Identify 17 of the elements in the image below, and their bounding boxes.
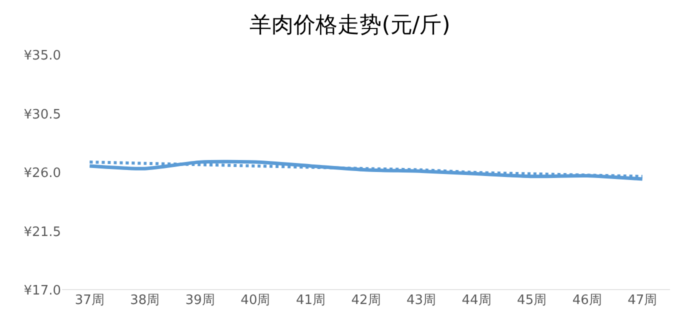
x-tick-label: 44周: [462, 293, 492, 308]
x-tick-label: 39周: [185, 293, 215, 308]
x-tick-label: 47周: [628, 293, 658, 308]
x-tick-label: 41周: [296, 293, 326, 308]
x-tick-label: 43周: [406, 293, 436, 308]
x-tick-label: 46周: [572, 293, 602, 308]
y-tick-label: ¥35.0: [24, 48, 61, 64]
x-tick-label: 38周: [130, 293, 160, 308]
y-tick-label: ¥30.5: [24, 107, 61, 122]
chart-title: 羊肉价格走势(元/斤): [250, 12, 450, 38]
x-tick-label: 37周: [74, 293, 104, 308]
y-tick-label: ¥21.5: [24, 224, 61, 240]
y-tick-label: ¥26.0: [24, 166, 61, 182]
x-tick-label: 45周: [517, 293, 547, 308]
y-tick-label: ¥17.0: [24, 284, 61, 299]
x-tick-label: 42周: [351, 293, 381, 308]
x-tick-label: 40周: [240, 293, 270, 308]
